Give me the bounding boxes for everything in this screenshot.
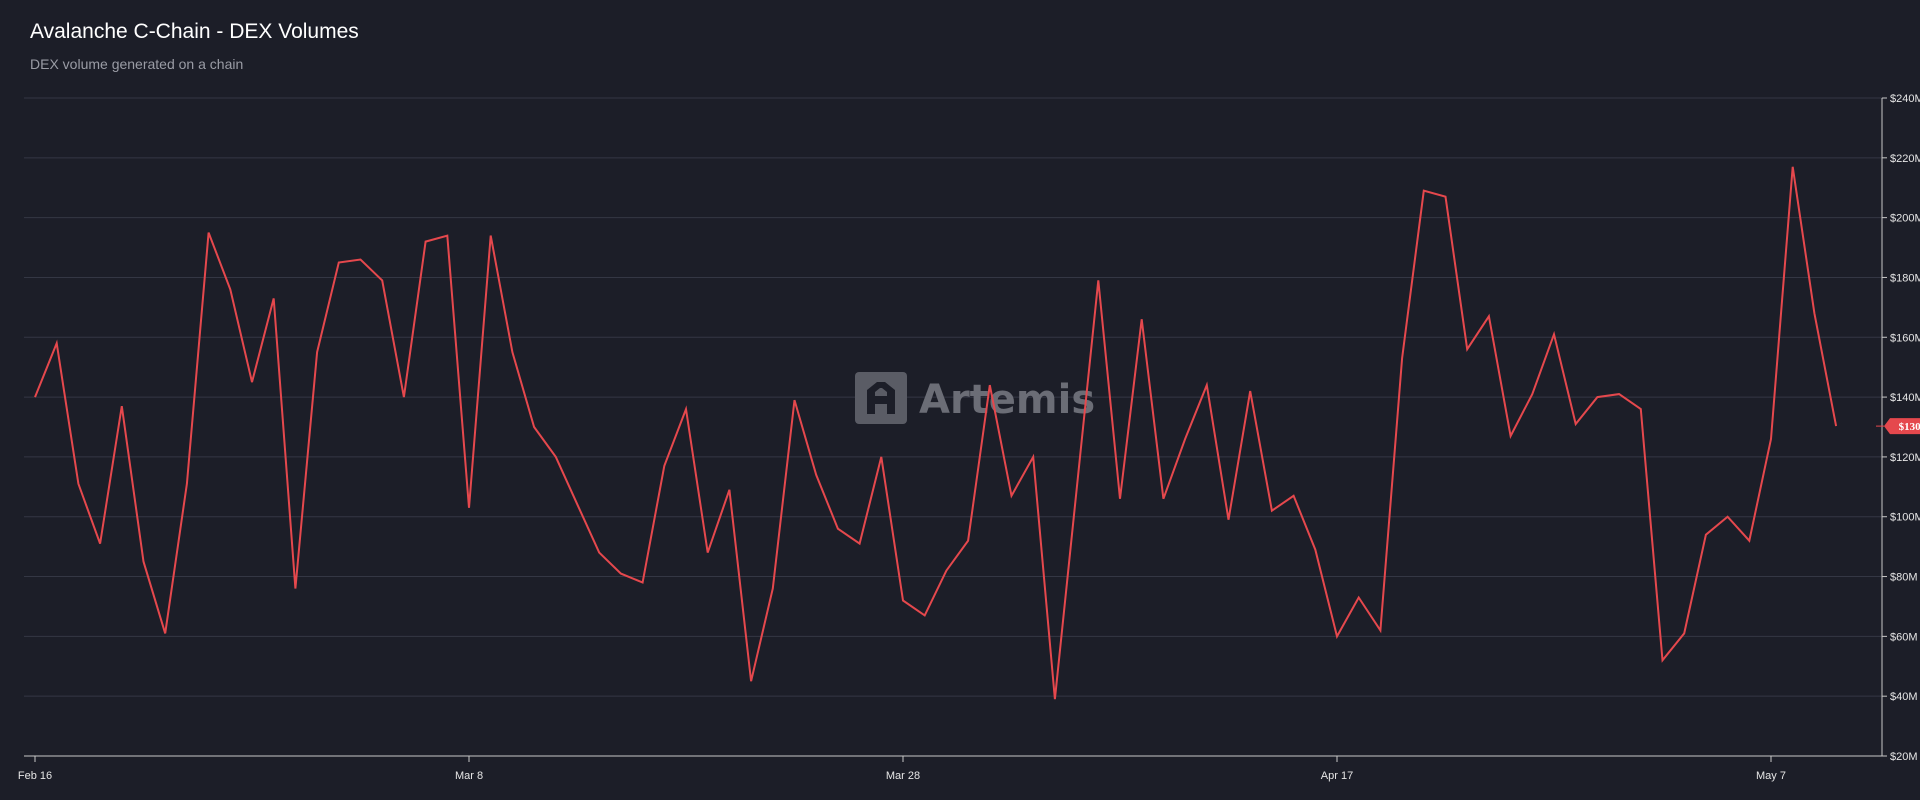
- x-tick-label: Mar 28: [886, 770, 920, 782]
- y-tick-label: $100M: [1890, 512, 1920, 524]
- y-tick-label: $80M: [1890, 572, 1918, 584]
- y-tick-label: $40M: [1890, 691, 1918, 703]
- x-tick-label: Feb 16: [18, 770, 52, 782]
- last-value-label: $130.3M: [1899, 421, 1920, 433]
- chart-subtitle: DEX volume generated on a chain: [30, 56, 244, 72]
- y-tick-label: $180M: [1890, 272, 1920, 284]
- chart-title: Avalanche C-Chain - DEX Volumes: [30, 20, 359, 43]
- x-tick-label: Mar 8: [455, 770, 483, 782]
- y-tick-label: $220M: [1890, 153, 1920, 165]
- y-tick-label: $240M: [1890, 93, 1920, 105]
- axes: $20M $40M $60M $80M $100M $120M $140M $160M $180…: [18, 93, 1920, 782]
- series-line: [34, 166, 1838, 700]
- x-tick-label: Apr 17: [1321, 770, 1353, 782]
- last-value-badge: [1884, 418, 1920, 435]
- last-value-layer: $130.3M: [1876, 418, 1920, 435]
- y-tick-label: $200M: [1890, 213, 1920, 225]
- x-tick-label: May 7: [1756, 770, 1786, 782]
- series-layer: [34, 166, 1838, 700]
- y-tick-label: $160M: [1890, 332, 1920, 344]
- y-tick-label: $140M: [1890, 392, 1920, 404]
- y-tick-label: $60M: [1890, 631, 1918, 643]
- y-tick-label: $120M: [1890, 452, 1920, 464]
- watermark-text: Artemis: [919, 377, 1095, 423]
- watermark: Artemis: [855, 372, 1095, 424]
- artemis-logo-mark: [867, 382, 895, 414]
- grid-lines: [24, 97, 1882, 697]
- y-tick-label: $20M: [1890, 751, 1918, 763]
